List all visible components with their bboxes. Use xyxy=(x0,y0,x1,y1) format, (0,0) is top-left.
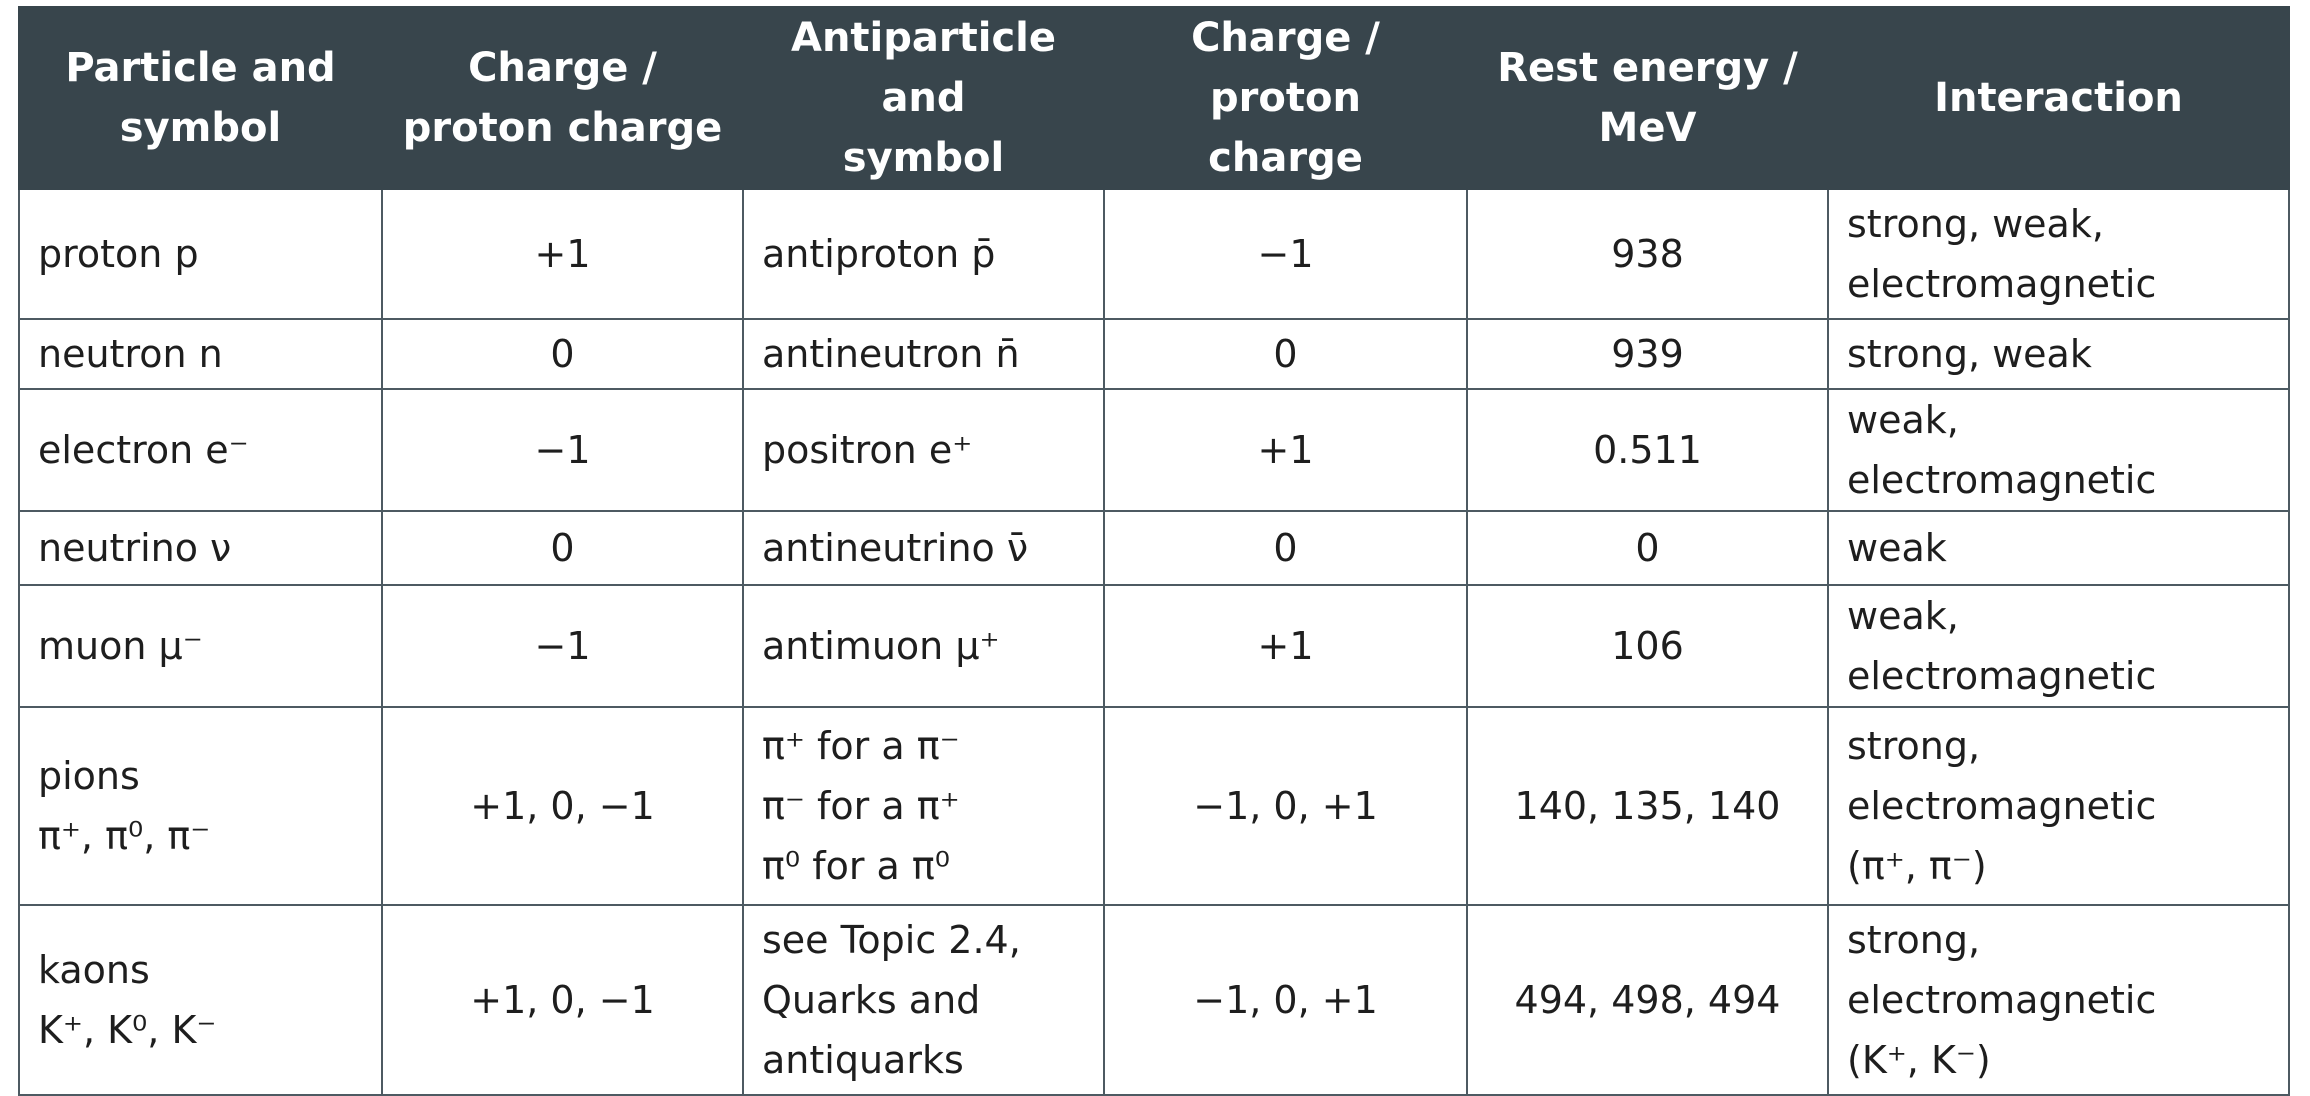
charge-cell: 0 xyxy=(381,510,744,586)
rest-energy-cell: 0.511 xyxy=(1466,388,1829,512)
header-antiparticle: Antiparticle and symbol xyxy=(742,6,1105,190)
antiparticle-cell: antineutron n̄ xyxy=(742,318,1105,390)
antiparticle-cell: positron e⁺ xyxy=(742,388,1105,512)
antiparticle-cell: antineutrino ν̄ xyxy=(742,510,1105,586)
antiparticle-cell: antiproton p̄ xyxy=(742,188,1105,320)
table-row: neutrino ν 0 antineutrino ν̄ 0 0 weak xyxy=(18,510,2290,586)
particle-cell: muon μ⁻ xyxy=(18,584,383,708)
antiparticle-cell: see Topic 2.4, Quarks and antiquarks xyxy=(742,904,1105,1096)
table-row: muon μ⁻ −1 antimuon μ⁺ +1 106 weak, elec… xyxy=(18,584,2290,708)
header-interaction: Interaction xyxy=(1827,6,2290,190)
particle-table-container: Particle and symbol Charge / proton charge… xyxy=(18,6,2290,1096)
rest-energy-cell: 938 xyxy=(1466,188,1829,320)
charge-cell: 0 xyxy=(381,318,744,390)
particle-cell: neutrino ν xyxy=(18,510,383,586)
particle-cell: electron e⁻ xyxy=(18,388,383,512)
anti-charge-cell: −1, 0, +1 xyxy=(1103,904,1468,1096)
header-rest-energy: Rest energy / MeV xyxy=(1466,6,1829,190)
table-row: neutron n 0 antineutron n̄ 0 939 strong,… xyxy=(18,318,2290,390)
header-charge: Charge / proton charge xyxy=(381,6,744,190)
interaction-cell: strong, weak, electromagnetic xyxy=(1827,188,2290,320)
rest-energy-cell: 106 xyxy=(1466,584,1829,708)
header-row: Particle and symbol Charge / proton charge… xyxy=(18,6,2290,190)
table-body: proton p +1 antiproton p̄ −1 938 strong,… xyxy=(18,188,2290,1096)
charge-cell: +1, 0, −1 xyxy=(381,904,744,1096)
antiparticle-cell: antimuon μ⁺ xyxy=(742,584,1105,708)
table-row: electron e⁻ −1 positron e⁺ +1 0.511 weak… xyxy=(18,388,2290,512)
anti-charge-cell: +1 xyxy=(1103,388,1468,512)
table-row: pions π⁺, π⁰, π⁻ +1, 0, −1 π⁺ for a π⁻ π⁻ … xyxy=(18,706,2290,906)
rest-energy-cell: 140, 135, 140 xyxy=(1466,706,1829,906)
anti-charge-cell: −1 xyxy=(1103,188,1468,320)
charge-cell: +1 xyxy=(381,188,744,320)
particle-cell: kaons K⁺, K⁰, K⁻ xyxy=(18,904,383,1096)
anti-charge-cell: +1 xyxy=(1103,584,1468,708)
interaction-cell: strong, weak xyxy=(1827,318,2290,390)
interaction-cell: strong, electromagnetic (π⁺, π⁻) xyxy=(1827,706,2290,906)
interaction-cell: strong, electromagnetic (K⁺, K⁻) xyxy=(1827,904,2290,1096)
charge-cell: −1 xyxy=(381,388,744,512)
anti-charge-cell: 0 xyxy=(1103,318,1468,390)
interaction-cell: weak, electromagnetic xyxy=(1827,584,2290,708)
anti-charge-cell: −1, 0, +1 xyxy=(1103,706,1468,906)
charge-cell: +1, 0, −1 xyxy=(381,706,744,906)
charge-cell: −1 xyxy=(381,584,744,708)
table-row: proton p +1 antiproton p̄ −1 938 strong,… xyxy=(18,188,2290,320)
header-particle: Particle and symbol xyxy=(18,6,383,190)
antiparticle-cell: π⁺ for a π⁻ π⁻ for a π⁺ π⁰ for a π⁰ xyxy=(742,706,1105,906)
table-header: Particle and symbol Charge / proton charge… xyxy=(18,6,2290,190)
particle-cell: pions π⁺, π⁰, π⁻ xyxy=(18,706,383,906)
header-anti-charge: Charge / proton charge xyxy=(1103,6,1468,190)
interaction-cell: weak xyxy=(1827,510,2290,586)
table-row: kaons K⁺, K⁰, K⁻ +1, 0, −1 see Topic 2.4,… xyxy=(18,904,2290,1096)
interaction-cell: weak, electromagnetic xyxy=(1827,388,2290,512)
anti-charge-cell: 0 xyxy=(1103,510,1468,586)
rest-energy-cell: 0 xyxy=(1466,510,1829,586)
particle-cell: proton p xyxy=(18,188,383,320)
rest-energy-cell: 494, 498, 494 xyxy=(1466,904,1829,1096)
rest-energy-cell: 939 xyxy=(1466,318,1829,390)
particle-cell: neutron n xyxy=(18,318,383,390)
particle-table: Particle and symbol Charge / proton charge… xyxy=(18,6,2290,1096)
